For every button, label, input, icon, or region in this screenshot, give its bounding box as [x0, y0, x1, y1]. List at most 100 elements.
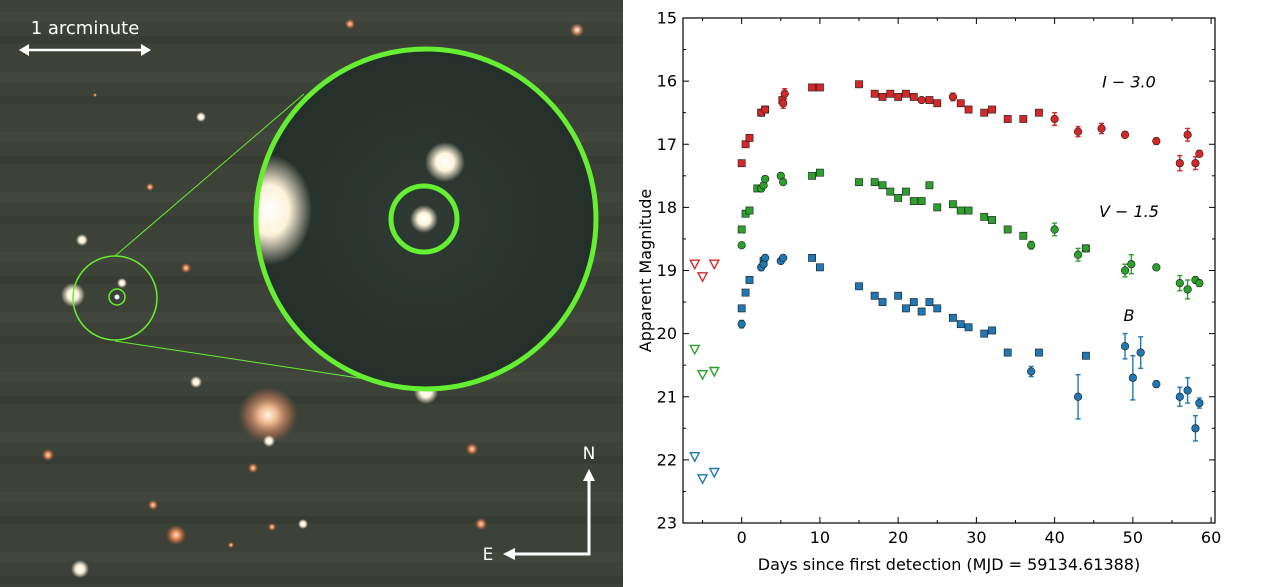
square-marker	[925, 96, 934, 104]
zoom-neighbour-star	[425, 142, 465, 182]
circle-marker	[948, 92, 958, 102]
square-marker	[902, 304, 910, 313]
scale-bar	[19, 44, 151, 56]
axis-labels: Days since first detection (MJD = 59134.…	[636, 72, 1159, 574]
square-marker	[870, 178, 879, 187]
circle-marker	[1073, 127, 1083, 136]
upper-limit-marker	[708, 366, 720, 378]
x-tick-label: 0	[737, 528, 747, 547]
y-tick-label: 20	[657, 324, 677, 343]
circle-marker	[1152, 136, 1161, 146]
circle-marker	[1097, 124, 1106, 133]
circle-marker	[761, 174, 770, 184]
circle-marker	[1027, 241, 1036, 250]
square-marker	[855, 80, 863, 89]
square-marker	[870, 89, 879, 98]
sky-image-panel: 1 arcminute N E	[0, 0, 623, 587]
square-marker	[745, 276, 754, 284]
upper-limit-marker	[696, 369, 709, 381]
transient-point-small	[114, 294, 120, 300]
square-marker	[917, 197, 926, 205]
square-marker	[902, 89, 910, 98]
upper-limit-marker	[696, 474, 709, 485]
square-marker	[956, 320, 965, 329]
series-label: V − 1.5	[1099, 202, 1159, 221]
y-tick-label: 21	[657, 387, 677, 406]
square-marker	[1035, 348, 1043, 357]
y-tick-label: 16	[657, 72, 677, 91]
square-marker	[933, 203, 942, 212]
star-field	[42, 19, 584, 578]
square-marker	[737, 225, 746, 234]
circle-marker	[1191, 424, 1200, 433]
circle-marker	[1128, 373, 1137, 382]
square-marker	[855, 282, 863, 291]
series-label: I − 3.0	[1102, 72, 1156, 91]
x-tick-label: 60	[1201, 528, 1221, 547]
host-galaxy-blob	[238, 387, 298, 443]
x-tick-label: 10	[810, 528, 830, 547]
square-marker	[949, 313, 957, 322]
square-marker	[737, 159, 746, 168]
square-marker	[964, 323, 973, 332]
square-marker	[886, 187, 895, 196]
square-marker	[902, 187, 910, 196]
circle-marker	[1152, 263, 1161, 272]
square-marker	[1003, 225, 1012, 234]
circle-marker	[1152, 380, 1161, 389]
square-marker	[909, 93, 918, 101]
y-tick-label: 17	[657, 135, 677, 154]
square-marker	[741, 140, 750, 149]
square-marker	[925, 298, 934, 306]
north-arrow-icon	[583, 469, 595, 481]
square-marker	[933, 304, 942, 313]
square-marker	[988, 105, 996, 114]
square-marker	[886, 89, 895, 98]
light-curve-chart: 0 10 20 30 40 50 60 15 16 17 18 19 20 21 22 23 Days sin…	[636, 9, 1221, 575]
square-marker	[808, 253, 816, 262]
square-marker	[878, 298, 887, 306]
upper-limit-marker	[689, 259, 701, 271]
circle-marker	[917, 95, 926, 105]
square-marker	[980, 212, 989, 221]
x-axis-label: Days since first detection (MJD = 59134.…	[758, 555, 1140, 574]
square-marker	[917, 307, 926, 316]
square-marker	[878, 93, 887, 101]
circle-marker	[1073, 392, 1083, 401]
compass-east-label: E	[483, 545, 494, 565]
square-marker	[980, 108, 989, 117]
y-tick-label: 22	[657, 450, 677, 469]
x-tick-label: 30	[966, 528, 986, 547]
y-tick-label: 18	[657, 198, 677, 217]
circle-marker	[1175, 159, 1184, 168]
square-marker	[964, 105, 973, 114]
y-axis-label: Apparent Magnitude	[636, 189, 655, 352]
circle-marker	[1120, 266, 1130, 275]
square-marker	[741, 288, 750, 297]
series-b	[689, 253, 1204, 485]
zoom-outer-ring	[253, 46, 599, 392]
circle-marker	[1191, 159, 1200, 168]
square-marker	[808, 171, 816, 180]
circle-marker	[761, 105, 770, 114]
field-circle-marker	[72, 255, 158, 341]
circle-marker	[737, 320, 746, 329]
circle-marker	[761, 253, 770, 262]
compass	[503, 469, 595, 560]
series-i	[689, 80, 1204, 283]
square-marker	[894, 93, 903, 101]
data-marks	[689, 80, 1204, 485]
x-tick-label: 20	[888, 528, 908, 547]
circle-marker	[1183, 130, 1192, 139]
circle-marker	[1136, 348, 1145, 357]
square-marker	[909, 298, 918, 306]
sky-image: 1 arcminute N E	[0, 0, 623, 587]
series-label: B	[1123, 306, 1134, 325]
circle-marker	[1050, 225, 1059, 234]
zoom-bright-star	[256, 155, 312, 265]
compass-north-label: N	[583, 444, 596, 464]
circle-marker	[1195, 149, 1204, 158]
circle-marker	[1127, 260, 1136, 269]
circle-marker	[1175, 392, 1184, 401]
square-marker	[745, 206, 754, 215]
